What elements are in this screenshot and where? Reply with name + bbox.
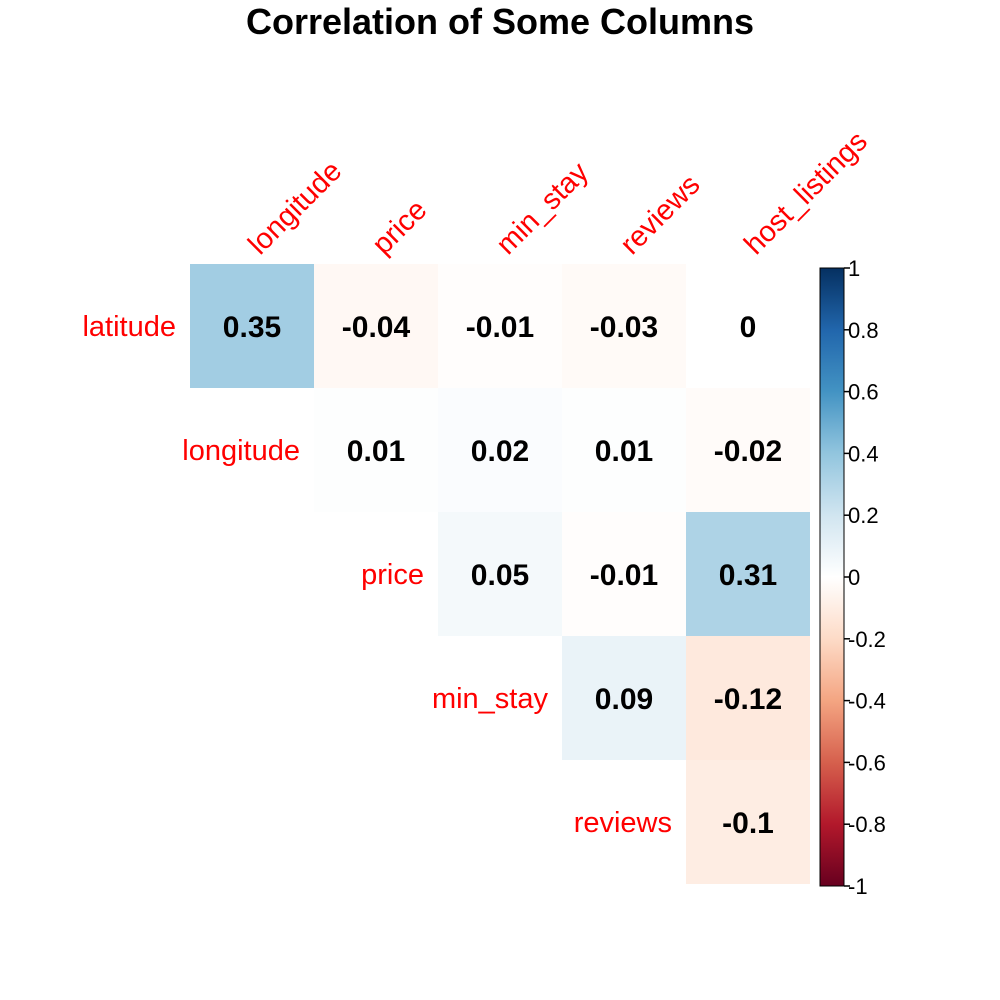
cell-value-label: 0.01 xyxy=(347,435,405,468)
heatmap-cell xyxy=(438,264,562,388)
colorbar-tick-label: 0 xyxy=(848,565,860,590)
colorbar-tick-label: -0.8 xyxy=(848,812,886,837)
row-label: min_stay xyxy=(432,683,549,715)
column-label: reviews xyxy=(614,169,706,261)
row-label: reviews xyxy=(574,807,672,839)
heatmap-cell xyxy=(562,264,686,388)
cell-value-label: -0.02 xyxy=(714,435,782,468)
colorbar-tick-label: 0.4 xyxy=(848,441,879,466)
colorbar-tick-label: 0.2 xyxy=(848,503,879,528)
cell-value-label: -0.03 xyxy=(590,311,658,344)
heatmap-cell xyxy=(686,760,810,884)
cell-value-label: 0 xyxy=(740,311,757,344)
row-label: latitude xyxy=(82,311,176,343)
heatmap-cell xyxy=(314,388,438,512)
heatmap-cells: 0.35 -0.04 -0.01 -0.03 0 0.01 0.02 0.01 -0.02 0.0… xyxy=(190,264,810,884)
column-label: min_stay xyxy=(490,156,595,261)
column-label: longitude xyxy=(242,155,348,261)
colorbar-tick-label: 0.8 xyxy=(848,318,879,343)
heatmap-cell xyxy=(438,388,562,512)
colorbar-tick-label: 0.6 xyxy=(848,380,879,405)
heatmap-cell xyxy=(562,636,686,760)
heatmap-cell xyxy=(314,264,438,388)
cell-value-label: -0.01 xyxy=(590,559,658,592)
heatmap-cell xyxy=(562,388,686,512)
cell-value-label: 0.31 xyxy=(719,559,777,592)
cell-value-label: -0.01 xyxy=(466,311,534,344)
colorbar-tick-label: -0.6 xyxy=(848,750,886,775)
heatmap-cell xyxy=(438,512,562,636)
cell-value-label: 0.05 xyxy=(471,559,529,592)
heatmap-cell xyxy=(686,512,810,636)
cell-value-label: -0.1 xyxy=(722,807,774,840)
row-label: price xyxy=(361,559,424,591)
row-label: longitude xyxy=(182,435,300,467)
column-labels: longitude price min_stay reviews host_listin… xyxy=(242,125,873,260)
colorbar-tick-label: 1 xyxy=(848,256,860,281)
colorbar-tick-label: -1 xyxy=(848,874,868,899)
heatmap-cell xyxy=(686,636,810,760)
colorbar-tick-label: -0.2 xyxy=(848,627,886,652)
cell-value-label: -0.04 xyxy=(342,311,411,344)
colorbar: 1 0.8 0.6 0.4 0.2 0 -0.2 -0.4 -0.6 -0.8 -1 xyxy=(819,256,886,899)
cell-value-label: 0.35 xyxy=(223,311,281,344)
chart-title: Correlation of Some Columns xyxy=(246,1,754,42)
cell-value-label: -0.12 xyxy=(714,683,782,716)
colorbar-gradient xyxy=(819,267,845,887)
cell-value-label: 0.09 xyxy=(595,683,653,716)
column-label: host_listings xyxy=(738,125,873,260)
heatmap-cell xyxy=(562,512,686,636)
column-label: price xyxy=(366,194,433,261)
heatmap-cell xyxy=(686,388,810,512)
colorbar-tick-label: -0.4 xyxy=(848,689,886,714)
heatmap-cell xyxy=(190,264,314,388)
cell-value-label: 0.02 xyxy=(471,435,529,468)
heatmap-cell xyxy=(686,264,810,388)
cell-value-label: 0.01 xyxy=(595,435,653,468)
